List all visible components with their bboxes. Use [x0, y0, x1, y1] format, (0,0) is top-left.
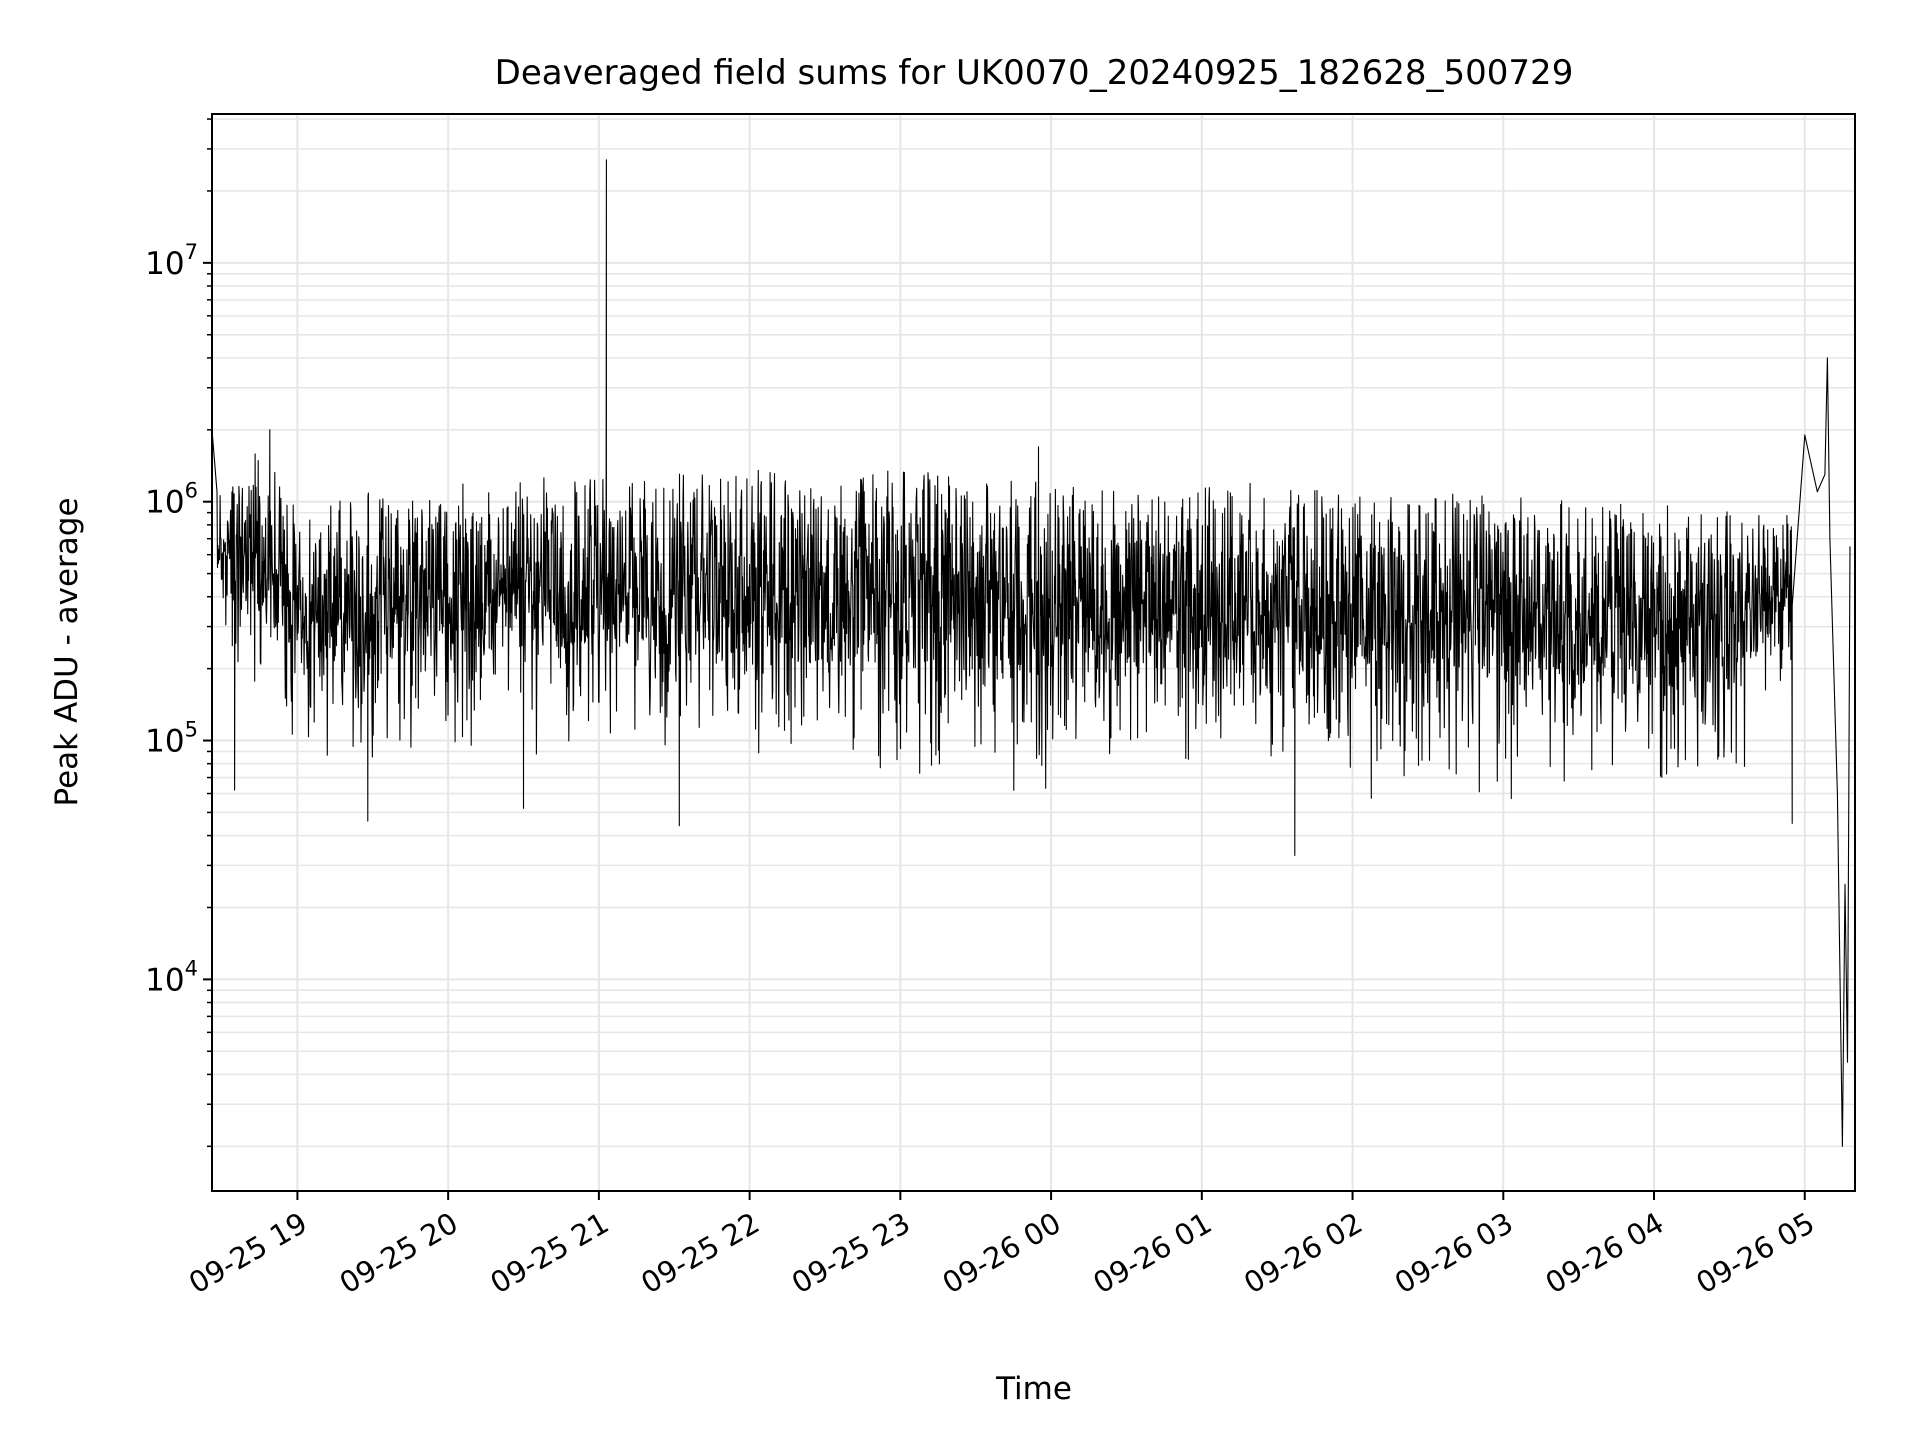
grid-major — [212, 114, 1855, 1191]
x-tick-label: 09-26 02 — [1238, 1206, 1368, 1301]
y-tick-label: 106 — [145, 479, 198, 521]
series-path — [211, 159, 1851, 1147]
x-axis-label: Time — [995, 1371, 1072, 1407]
x-axis: 09-25 19 09-25 20 09-25 21 09-25 22 09-25 23… — [183, 1191, 1820, 1300]
x-tick-label: 09-26 03 — [1389, 1206, 1519, 1301]
x-tick-label: 09-26 05 — [1690, 1206, 1820, 1301]
x-tick-label: 09-26 01 — [1087, 1206, 1217, 1301]
x-tick-label: 09-25 20 — [334, 1206, 464, 1301]
x-tick-label: 09-25 22 — [635, 1206, 765, 1301]
y-tick-label: 105 — [145, 718, 198, 760]
y-axis: 104 105 106 107 — [145, 118, 212, 1148]
y-axis-label: Peak ADU - average — [49, 497, 85, 806]
plot-frame — [211, 113, 1856, 1192]
x-tick-label: 09-25 23 — [786, 1206, 916, 1301]
x-tick-label: 09-26 00 — [937, 1206, 1067, 1301]
x-tick-label: 09-25 19 — [183, 1206, 313, 1301]
x-tick-label: 09-26 04 — [1540, 1206, 1670, 1301]
chart-title: Deaveraged field sums for UK0070_2024092… — [495, 53, 1574, 93]
x-tick-label: 09-25 21 — [484, 1206, 614, 1301]
y-tick-label: 107 — [145, 240, 198, 282]
series-line — [211, 159, 1851, 1147]
y-tick-label: 104 — [145, 956, 198, 998]
